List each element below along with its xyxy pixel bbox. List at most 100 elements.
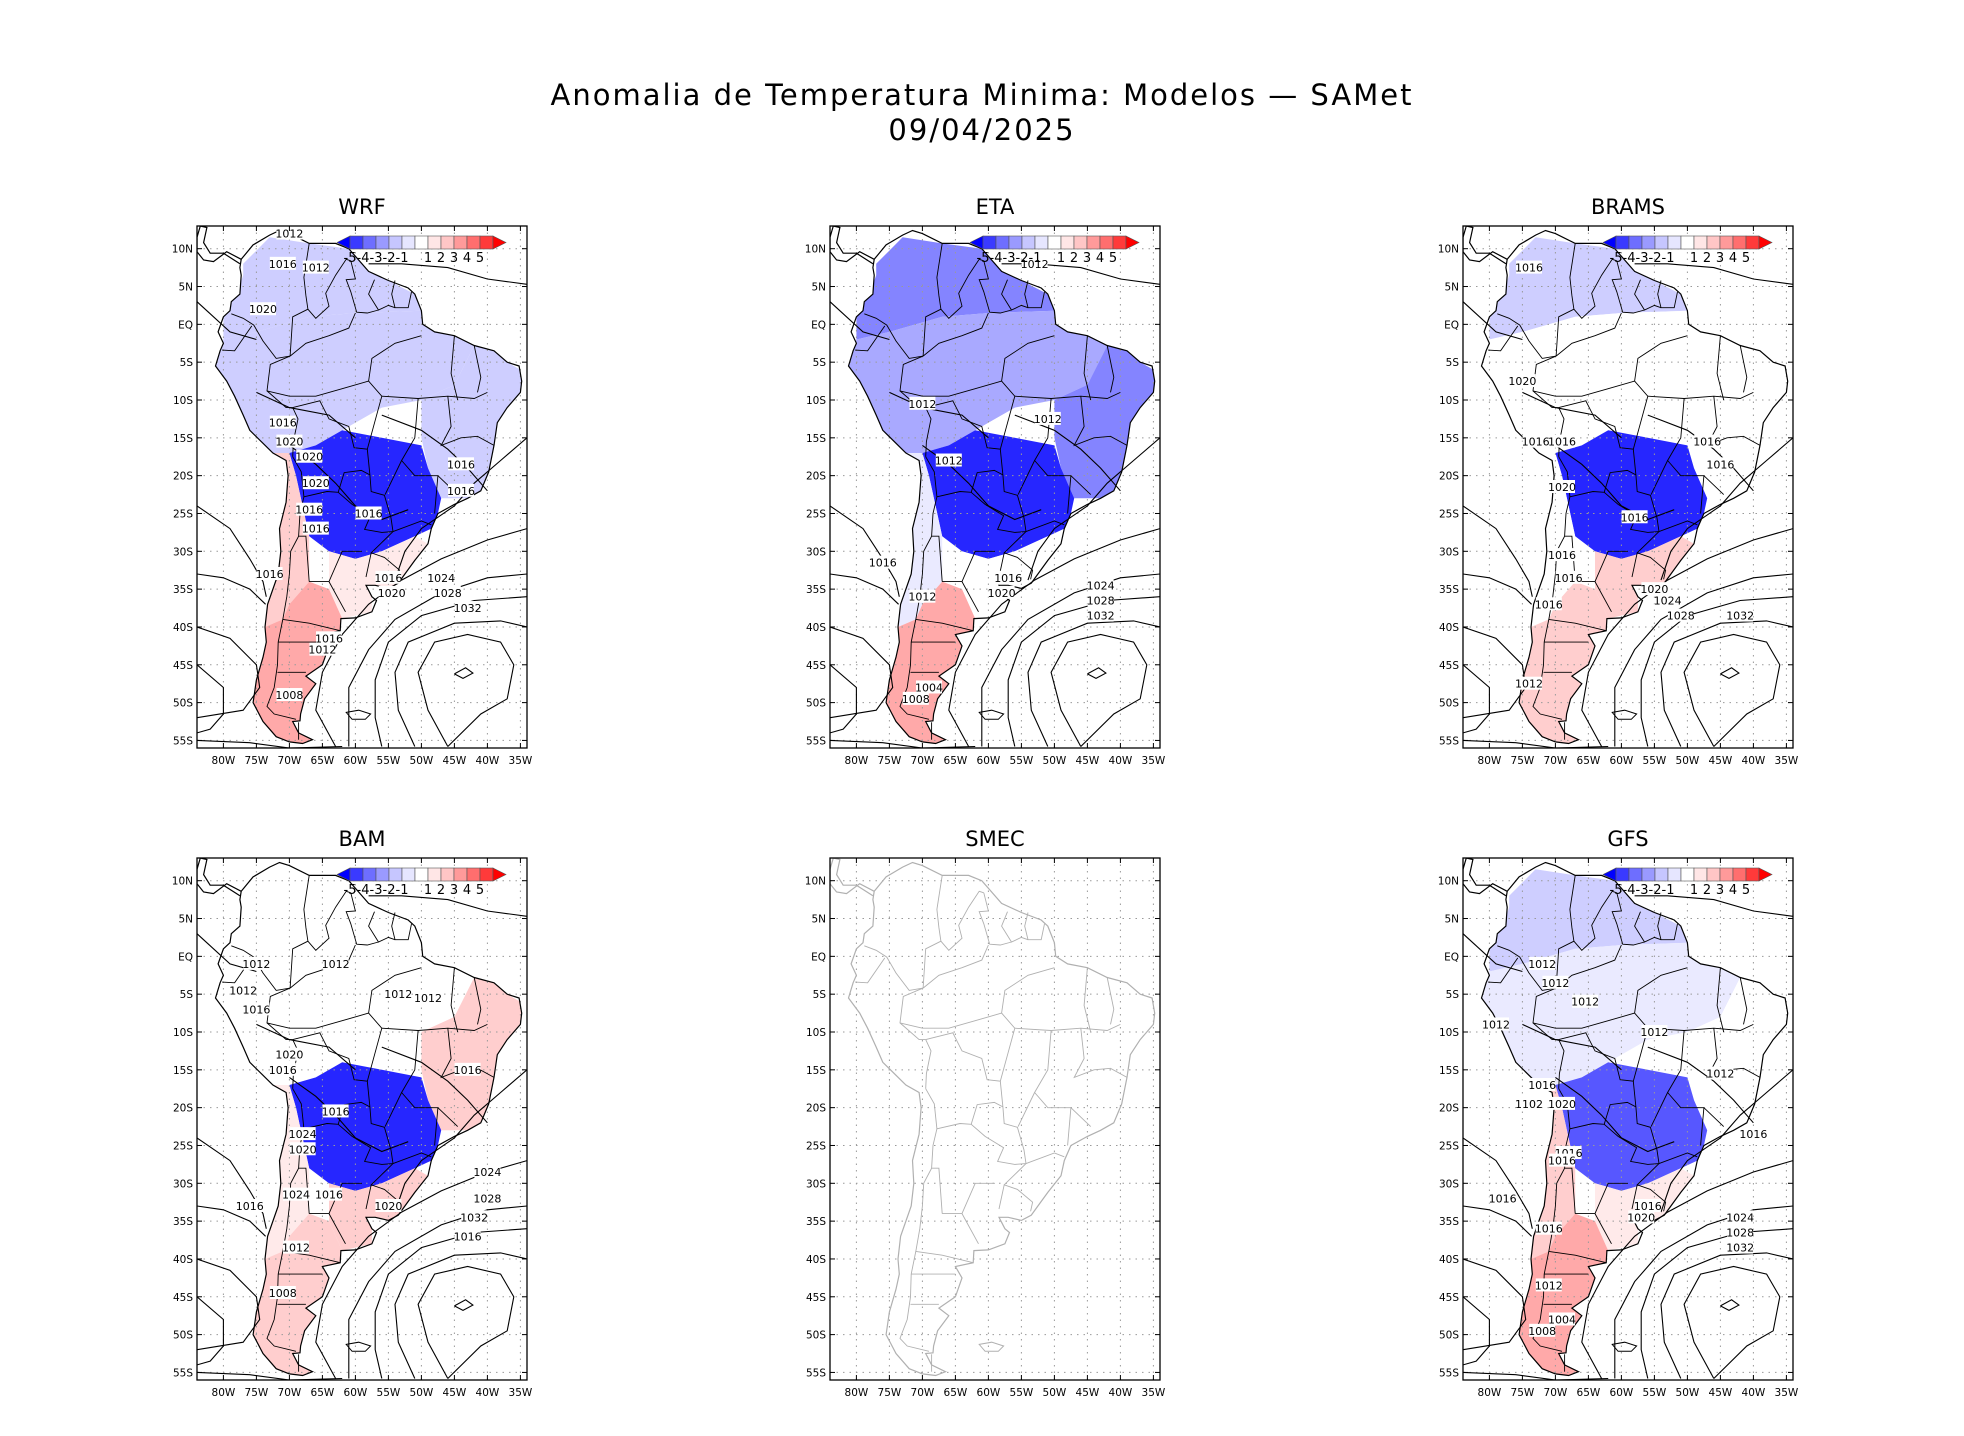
colorbar-cell (414, 867, 429, 882)
colorbar-cell (362, 867, 377, 882)
x-tick-label: 65W (1577, 755, 1601, 767)
map-panel-eta: ETA1012101210121012101610161020102410281… (805, 195, 1166, 767)
y-tick-label: 5N (811, 914, 826, 926)
isobar-label-bg (1621, 510, 1648, 524)
x-tick-label: 40W (476, 1387, 500, 1399)
isobar-label-bg (309, 642, 336, 656)
colorbar-label: -2 (383, 883, 396, 898)
isobar-label-bg (1549, 1096, 1575, 1110)
isobar-label-bg (902, 691, 929, 705)
isobar-label-bg (296, 449, 323, 463)
colorbar-cell (1628, 235, 1643, 250)
map-frame (1462, 857, 1794, 1381)
y-tick-label: 25S (806, 1140, 826, 1152)
isobar-label-bg (1707, 1066, 1734, 1080)
country-borders (855, 243, 1128, 740)
y-tick-label: 55S (173, 735, 193, 747)
panel-title: SMEC (965, 827, 1024, 851)
colorbar-label: -2 (1649, 883, 1662, 898)
colorbar-label: 3 (1716, 251, 1724, 266)
colorbar-label: -4 (357, 251, 370, 266)
y-tick-label: 15S (173, 433, 193, 445)
colorbar-label: -3 (370, 251, 383, 266)
x-tick-label: 55W (377, 1387, 401, 1399)
map-frame (196, 225, 528, 749)
isobar-label-bg (276, 688, 303, 702)
colorbar-label: -5 (344, 883, 357, 898)
anomaly-field (1481, 237, 1788, 744)
colorbar-cell (375, 235, 390, 250)
anomaly-field (215, 869, 522, 1376)
colorbar-label: 1 (1690, 883, 1698, 898)
y-tick-label: 55S (806, 735, 826, 747)
anomaly-region-north (223, 869, 422, 972)
colorbar-cell (1086, 235, 1101, 250)
isobar-label-bg (1535, 597, 1562, 611)
x-tick-label: 55W (1643, 755, 1667, 767)
x-tick-label: 65W (311, 1387, 335, 1399)
coastline (847, 229, 1156, 745)
x-tick-label: 75W (878, 1387, 902, 1399)
map-area (830, 858, 1160, 1380)
map-panel-smec: SMEC 10N 5N EQ 5S 10S 15S 20S 25S 30S 35S 40S 45S 50S… (805, 827, 1166, 1399)
isobar-label-bg (355, 506, 382, 520)
isobar-label: 1012 (1528, 958, 1556, 971)
isobar-label-bg (269, 256, 296, 270)
isobar-label: 1012 (414, 992, 442, 1005)
isobar-label: 1016 (302, 523, 330, 536)
colorbar-cell (1654, 867, 1669, 882)
isobar-label-bg (1542, 975, 1569, 989)
x-tick-label: 50W (1676, 1387, 1700, 1399)
colorbar-label: -1 (1662, 883, 1675, 898)
colorbar-cell (479, 235, 494, 250)
isobar-label-bg (1555, 570, 1582, 584)
isobars (1463, 895, 1793, 1380)
y-tick-label: 5S (813, 989, 827, 1001)
colorbar-cell (1021, 235, 1036, 250)
colorbar-label: -1 (1029, 251, 1042, 266)
colorbar-label: -2 (1016, 251, 1029, 266)
isobar-label-bg (869, 555, 896, 569)
isobar-label: 1032 (1726, 1242, 1754, 1255)
isobar-label: 1020 (1640, 583, 1668, 596)
isobar-label-bg (1628, 1210, 1655, 1224)
isobar-label-bg (276, 1047, 303, 1061)
isobar-label-bg (385, 987, 412, 1001)
y-tick-label: 45S (1439, 1292, 1459, 1304)
y-tick-label: 45S (173, 660, 193, 672)
colorbar-label: 2 (1070, 251, 1078, 266)
y-tick-label: 50S (1439, 1330, 1459, 1342)
colorbar-cell (349, 235, 364, 250)
isobar-label-bg (378, 585, 405, 599)
anomaly-region-east_brazil (1687, 977, 1788, 1131)
colorbar-label: -4 (990, 251, 1003, 266)
y-tick-label: 15S (806, 433, 826, 445)
isobar-label: 1016 (269, 258, 297, 271)
isobar-label-bg (1641, 582, 1668, 596)
isobar-label: 1016 (1522, 436, 1550, 449)
isobar-label: 1028 (1087, 594, 1115, 607)
y-tick-label: EQ (811, 319, 826, 331)
isobar-label: 1016 (1634, 1200, 1662, 1213)
colorbar-cell (1693, 867, 1708, 882)
isobar-label: 1012 (1706, 1068, 1734, 1081)
y-tick-label: 25S (806, 508, 826, 520)
y-tick-label: 25S (173, 508, 193, 520)
isobar-label: 1020 (295, 451, 323, 464)
x-tick-label: 45W (1709, 755, 1733, 767)
colorbar-cell (1034, 235, 1049, 250)
x-tick-label: 55W (1010, 1387, 1034, 1399)
isobar-label-bg (1522, 434, 1549, 448)
x-tick-label: 35W (1142, 755, 1166, 767)
colorbar-cell (1628, 867, 1643, 882)
isobar-label: 1016 (1706, 458, 1734, 471)
colorbar-cell (1745, 235, 1760, 250)
colorbar: -5 -4 -3 -2 -1 1 2 3 4 5 (1602, 867, 1773, 898)
map-frame (829, 225, 1161, 749)
colorbar-label: -4 (357, 883, 370, 898)
isobar-label-bg (276, 434, 303, 448)
isobar-label: 1016 (1548, 436, 1576, 449)
isobar-label-bg (1535, 1221, 1562, 1235)
colorbar-arrow-right (1758, 867, 1773, 882)
isobar-label-bg (454, 1062, 481, 1076)
